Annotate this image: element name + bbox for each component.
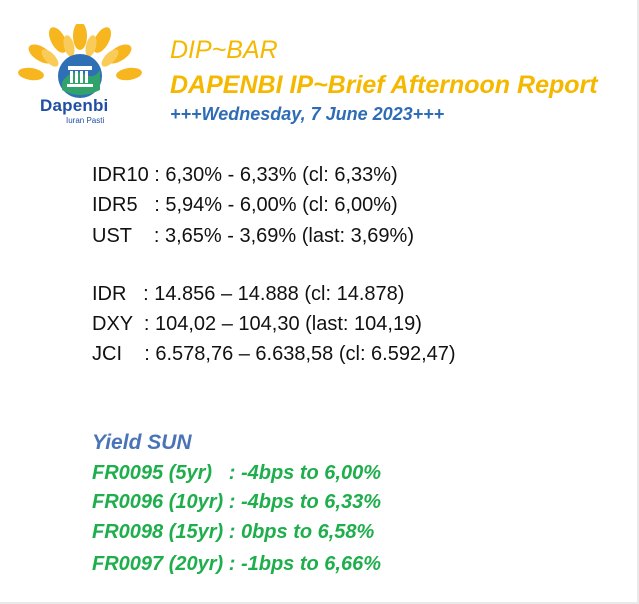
market-line-idr: IDR : 14.856 – 14.888 (cl: 14.878): [92, 283, 405, 305]
yield-line-ust: UST : 3,65% - 3,69% (last: 3,69%): [92, 225, 414, 247]
yield-line-idr10: IDR10 : 6,30% - 6,33% (cl: 6,33%): [92, 164, 398, 186]
market-line-jci: JCI : 6.578,76 – 6.638,58 (cl: 6.592,47): [92, 343, 456, 365]
sunflower-logo-icon: [18, 24, 142, 98]
yield-sun-line-fr0097: FR0097 (20yr) : -1bps to 6,66%: [92, 553, 381, 575]
report-date: +++Wednesday, 7 June 2023+++: [170, 104, 445, 124]
yield-sun-title: Yield SUN: [92, 431, 192, 454]
yield-line-idr5: IDR5 : 5,94% - 6,00% (cl: 6,00%): [92, 194, 398, 216]
logo-tagline: Iuran Pasti: [66, 116, 105, 125]
logo-wordmark: Dapenbi: [40, 96, 109, 115]
yield-sun-line-fr0096: FR0096 (10yr) : -4bps to 6,33%: [92, 491, 381, 513]
yield-sun-line-fr0098: FR0098 (15yr) : 0bps to 6,58%: [92, 521, 375, 543]
report-subtitle: DAPENBI IP~Brief Afternoon Report: [170, 71, 598, 99]
dapenbi-logo: Dapenbi Iuran Pasti: [14, 24, 146, 125]
yield-sun-line-fr0095: FR0095 (5yr) : -4bps to 6,00%: [92, 462, 381, 484]
market-line-dxy: DXY : 104,02 – 104,30 (last: 104,19): [92, 313, 422, 335]
report-title: DIP~BAR: [170, 36, 278, 64]
